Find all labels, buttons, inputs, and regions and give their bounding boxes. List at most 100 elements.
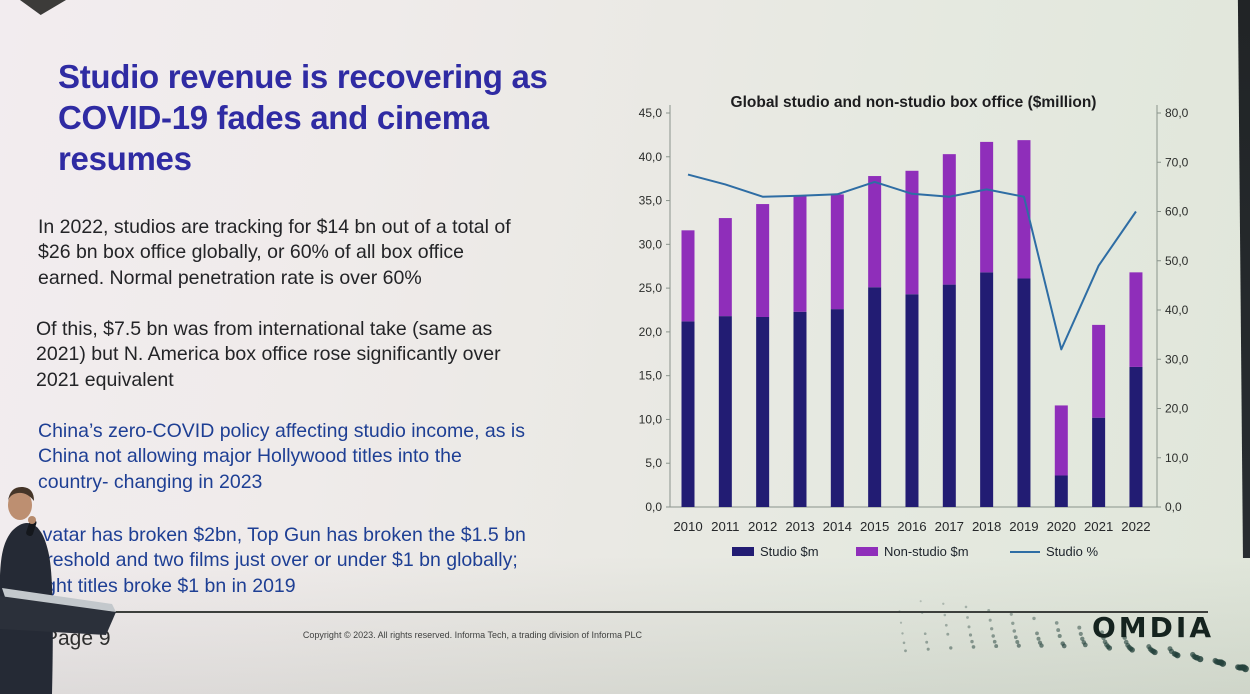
presenter-hand bbox=[28, 516, 36, 524]
non-studio-bar-2019 bbox=[1017, 140, 1031, 279]
decorative-dot bbox=[1035, 631, 1039, 636]
right-tick-label: 40,0 bbox=[1165, 303, 1189, 317]
lectern-body bbox=[0, 596, 116, 635]
studio-bar-2018 bbox=[980, 272, 994, 507]
decorative-dot bbox=[898, 610, 901, 613]
left-tick-label: 20,0 bbox=[639, 325, 663, 339]
x-label-2015: 2015 bbox=[860, 519, 889, 534]
decorative-dot bbox=[1056, 628, 1061, 633]
x-label-2010: 2010 bbox=[673, 519, 702, 534]
presenter-silhouette bbox=[0, 486, 116, 694]
decorative-dot bbox=[964, 605, 968, 609]
decorative-dot bbox=[966, 616, 969, 619]
decorative-dot bbox=[1129, 647, 1135, 653]
decorative-dot bbox=[1151, 649, 1158, 656]
decorative-dot bbox=[967, 625, 971, 629]
decorative-dot bbox=[1099, 630, 1105, 635]
left-tick-label: 25,0 bbox=[639, 281, 663, 295]
non-studio-bar-2021 bbox=[1092, 324, 1106, 418]
x-label-2011: 2011 bbox=[711, 519, 739, 534]
slide-title: Studio revenue is recovering as COVID-19… bbox=[58, 58, 548, 178]
non-studio-bar-2015 bbox=[868, 176, 882, 288]
studio-bar-2010 bbox=[681, 321, 695, 507]
paragraph-china-policy: China’s zero-COVID policy affecting stud… bbox=[38, 419, 525, 494]
decorative-dot bbox=[899, 621, 903, 624]
decorative-dot bbox=[1039, 643, 1044, 648]
decorative-dot bbox=[902, 641, 906, 645]
non-studio-bar-2022 bbox=[1129, 272, 1143, 367]
x-label-2017: 2017 bbox=[935, 519, 964, 534]
decorative-dot bbox=[1011, 621, 1015, 625]
decorative-dot bbox=[1032, 616, 1036, 621]
studio-bar-2013 bbox=[793, 311, 807, 507]
non-studio-bar-2011 bbox=[718, 218, 732, 317]
decorative-dot bbox=[919, 600, 922, 603]
studio-bar-2022 bbox=[1129, 366, 1143, 507]
presenter-hair bbox=[8, 486, 34, 501]
x-label-2013: 2013 bbox=[785, 519, 814, 534]
decorative-dot bbox=[987, 608, 991, 612]
decorative-dot bbox=[992, 639, 997, 644]
non-studio-bar-2013 bbox=[793, 196, 807, 312]
decorative-dot bbox=[1080, 636, 1085, 641]
x-label-2022: 2022 bbox=[1121, 519, 1150, 534]
x-label-2018: 2018 bbox=[972, 519, 1001, 534]
right-tick-label: 20,0 bbox=[1165, 402, 1189, 416]
non-studio-bar-2018 bbox=[980, 141, 994, 273]
decorative-dot bbox=[1057, 633, 1062, 639]
decorative-dot bbox=[901, 632, 904, 635]
decorative-dot bbox=[971, 645, 976, 649]
x-label-2014: 2014 bbox=[823, 519, 852, 534]
left-tick-label: 5,0 bbox=[645, 456, 662, 470]
decorative-dot bbox=[970, 639, 974, 644]
right-tick-label: 30,0 bbox=[1165, 352, 1189, 366]
non-studio-bar-2016 bbox=[905, 170, 919, 295]
left-tick-label: 15,0 bbox=[639, 369, 663, 383]
left-tick-label: 35,0 bbox=[639, 194, 663, 208]
legend-label-studio: Studio $m bbox=[760, 544, 819, 559]
left-tick-label: 10,0 bbox=[639, 412, 663, 426]
decorative-dot bbox=[1082, 642, 1088, 648]
decorative-dot bbox=[926, 647, 930, 651]
x-label-2016: 2016 bbox=[897, 519, 926, 534]
chart-title: Global studio and non-studio box office … bbox=[731, 94, 1097, 111]
studio-pct-line bbox=[687, 173, 1137, 351]
box-office-chart: Global studio and non-studio box office … bbox=[620, 86, 1200, 586]
decorative-dot bbox=[943, 613, 947, 617]
lectern-edge bbox=[2, 588, 116, 612]
decorative-dot bbox=[1009, 612, 1013, 616]
right-tick-label: 60,0 bbox=[1165, 205, 1189, 219]
non-studio-bar-2017 bbox=[942, 154, 956, 285]
legend-label-studio-pct: Studio % bbox=[1046, 544, 1098, 559]
decorative-dot bbox=[1054, 621, 1059, 625]
copyright-text: Copyright © 2023. All rights reserved. I… bbox=[302, 630, 643, 640]
left-tick-label: 30,0 bbox=[639, 237, 663, 251]
right-tick-label: 80,0 bbox=[1165, 106, 1189, 120]
legend-swatch-studio bbox=[732, 547, 754, 556]
decorative-dot bbox=[991, 634, 995, 638]
studio-bar-2017 bbox=[942, 284, 956, 507]
legend-label-non-studio: Non-studio $m bbox=[884, 544, 969, 559]
studio-bar-2019 bbox=[1017, 278, 1031, 507]
omdia-logo: OMDIA bbox=[1092, 611, 1214, 644]
decorative-dot bbox=[1078, 631, 1083, 636]
right-tick-label: 10,0 bbox=[1165, 451, 1189, 465]
decorative-dot bbox=[1106, 645, 1113, 651]
decorative-dot bbox=[1101, 635, 1106, 641]
decorative-dot bbox=[988, 618, 992, 622]
left-tick-label: 45,0 bbox=[639, 106, 663, 120]
presenter-head bbox=[8, 490, 32, 520]
decorative-dot bbox=[1036, 636, 1041, 641]
legend-swatch-non-studio bbox=[856, 547, 878, 556]
footer-divider bbox=[58, 611, 1208, 613]
studio-bar-2016 bbox=[905, 294, 919, 507]
decorative-dot bbox=[1015, 640, 1020, 644]
decorative-dot bbox=[944, 623, 948, 627]
right-tick-label: 70,0 bbox=[1165, 155, 1189, 169]
decorative-dot bbox=[1242, 665, 1249, 673]
decorative-dot bbox=[925, 640, 929, 644]
decorative-dot bbox=[1016, 643, 1021, 648]
box-office-chart-svg: Global studio and non-studio box office … bbox=[639, 94, 1189, 559]
studio-bar-2020 bbox=[1054, 475, 1068, 507]
decorative-dot bbox=[990, 627, 994, 631]
